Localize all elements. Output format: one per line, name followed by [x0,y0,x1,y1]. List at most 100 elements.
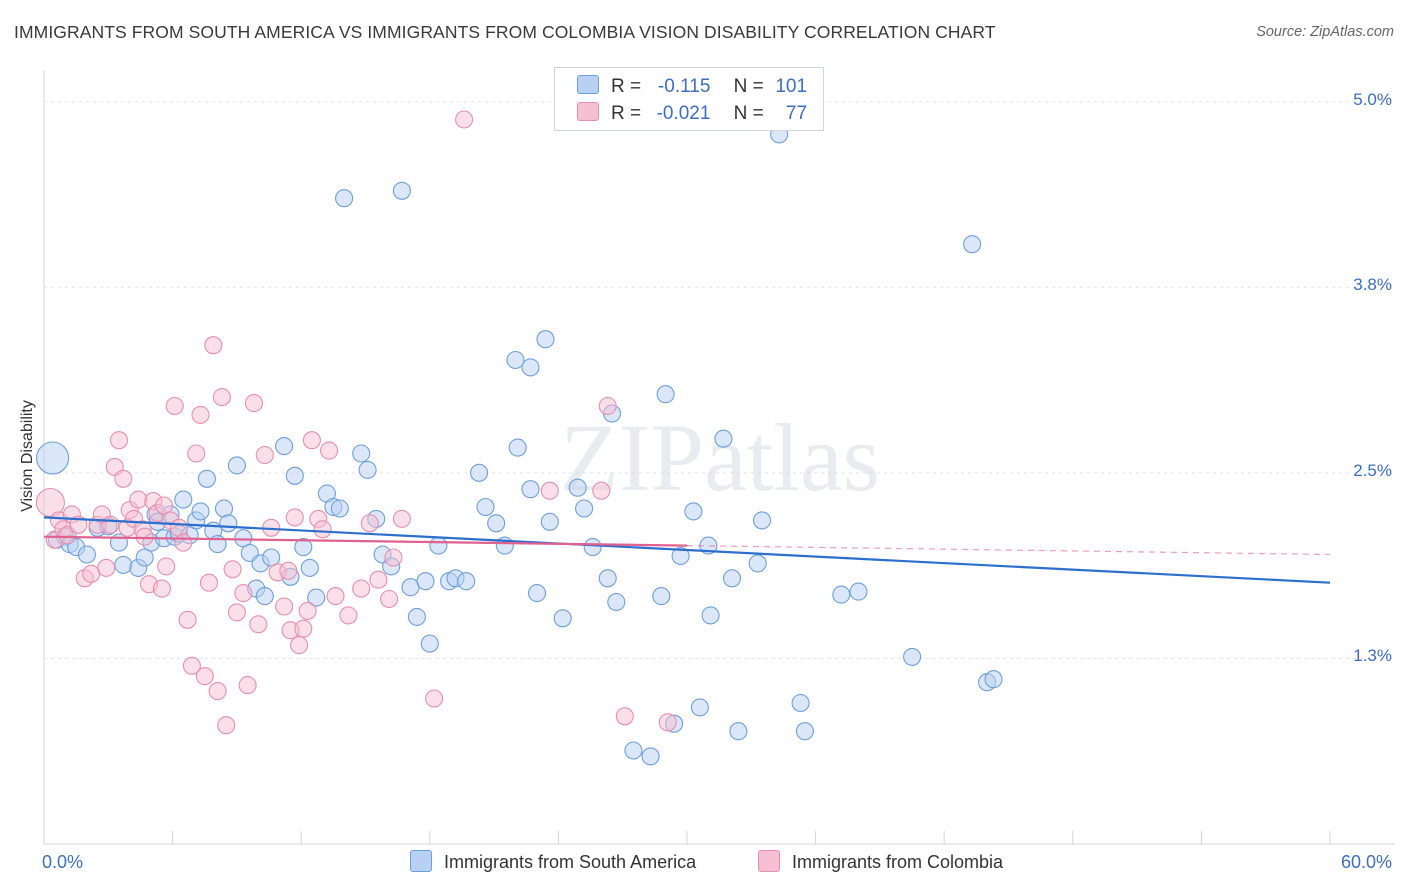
point-colombia [384,548,403,567]
point-south-america [307,588,326,607]
point-south-america [275,437,294,456]
point-colombia [326,587,345,606]
point-colombia [285,508,304,527]
point-colombia [223,560,242,579]
point-south-america [624,741,643,760]
point-south-america [795,722,814,741]
point-colombia [97,558,116,577]
point-south-america [416,572,435,591]
point-colombia [191,405,210,424]
point-south-america [487,514,506,533]
trend-line-south-america [43,516,1331,584]
point-colombia [392,509,411,528]
point-south-america [536,330,555,349]
point-south-america [690,698,709,717]
point-colombia [540,481,559,500]
point-south-america [227,456,246,475]
point-south-america [832,585,851,604]
point-south-america [197,469,216,488]
point-south-america [77,545,96,564]
point-colombia [165,396,184,416]
legend-swatch-colombia [577,102,599,122]
point-south-america [684,502,703,521]
series-legend-south-america[interactable]: Immigrants from South America [410,850,696,874]
correlation-legend: R = -0.115 N = 101 R = -0.021 N = 77 [554,67,824,131]
point-south-america [429,536,448,555]
chart-title: IMMIGRANTS FROM SOUTH AMERICA VS IMMIGRA… [14,22,996,42]
point-south-america [722,569,742,588]
point-colombia [455,110,474,129]
point-colombia [182,656,201,675]
point-south-america [358,460,377,479]
point-colombia [101,515,120,534]
point-south-america [219,514,238,533]
point-south-america [234,529,253,548]
series-swatch-south-america [410,850,432,873]
point-south-america [521,358,540,377]
legend-r-label: R = [611,103,642,124]
point-colombia [302,431,321,450]
series-name-colombia: Immigrants from Colombia [792,852,1004,872]
point-south-america [330,499,349,518]
series-legend-colombia[interactable]: Immigrants from Colombia [758,850,1004,874]
x-tick-label-min: 0.0% [42,852,84,872]
point-colombia [82,564,101,583]
point-colombia [598,396,617,416]
point-colombia [35,487,65,518]
point-colombia [360,514,379,533]
point-south-america [521,480,540,499]
series-colombia-points [35,110,677,735]
legend-n-label: N = [733,76,764,97]
legend-row-colombia: R = -0.021 N = 77 [577,102,808,125]
series-swatch-colombia [758,850,780,873]
point-colombia [152,579,171,598]
point-colombia [109,431,129,450]
point-colombia [154,496,174,515]
point-colombia [249,615,268,634]
point-colombia [227,603,246,622]
point-south-america [656,385,675,404]
point-colombia [615,707,634,726]
point-colombia [208,682,227,701]
point-south-america [114,555,133,574]
point-colombia [187,444,206,463]
point-colombia [592,481,611,500]
point-south-america [729,722,748,741]
point-south-america [506,350,525,370]
legend-r-label: R = [611,76,642,97]
point-colombia [178,610,197,629]
legend-r-value-south-america: -0.115 [657,76,711,97]
legend-n-label: N = [733,103,764,124]
point-south-america [903,647,922,666]
point-south-america [335,189,354,208]
source-credit: Source: ZipAtlas.com [1256,24,1394,40]
point-colombia [255,445,274,465]
legend-n-value-south-america: 101 [775,76,808,97]
point-south-america [508,438,527,457]
y-tick-label: 2.5% [1353,460,1392,480]
point-south-america [255,587,274,606]
point-south-america [174,490,193,509]
point-colombia [212,388,231,407]
point-colombia [279,561,298,580]
point-colombia [369,570,388,589]
x-tick-label-max: 60.0% [1340,852,1392,872]
y-tick-label: 1.3% [1353,646,1392,666]
point-colombia [199,573,219,592]
point-south-america [294,538,313,557]
point-colombia [290,636,309,655]
point-south-america [352,444,371,463]
point-south-america [36,441,70,475]
point-colombia [129,490,148,509]
point-south-america [748,554,767,573]
point-colombia [234,584,253,603]
legend-n-value-colombia: 77 [785,103,808,124]
point-south-america [285,466,304,485]
point-south-america [470,463,489,482]
point-colombia [320,441,339,460]
point-south-america [540,512,559,531]
point-south-america [714,429,733,448]
trend-lines [43,516,1331,584]
point-south-america [407,607,426,626]
point-colombia [425,689,444,708]
